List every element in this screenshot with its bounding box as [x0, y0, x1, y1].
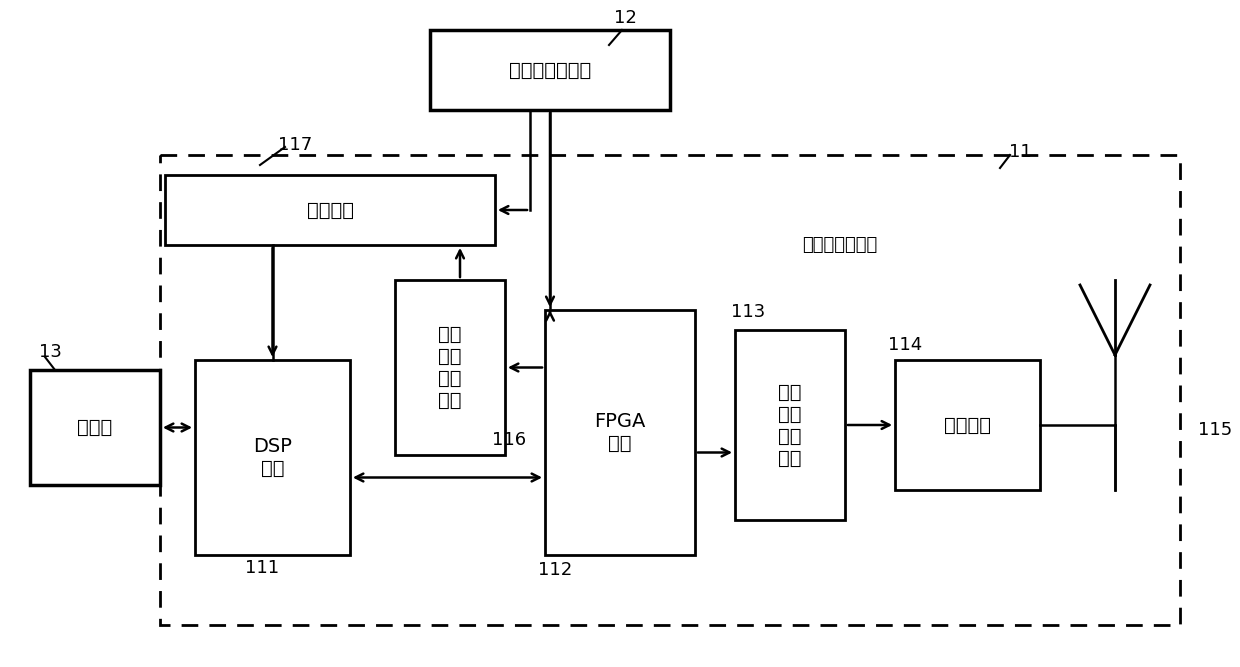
Text: 13: 13 [38, 343, 62, 361]
Text: 上位机: 上位机 [77, 418, 113, 437]
Bar [195, 360, 350, 555]
Bar [160, 155, 1180, 625]
Bar [546, 310, 694, 555]
Text: 114: 114 [888, 336, 923, 354]
Text: 11: 11 [1008, 143, 1032, 161]
Bar [165, 175, 495, 245]
Bar [30, 370, 160, 485]
Text: 卫星信号接收机: 卫星信号接收机 [508, 61, 591, 79]
Text: 111: 111 [246, 559, 279, 577]
Text: 12: 12 [614, 9, 636, 27]
Text: 射频模块: 射频模块 [944, 416, 991, 434]
Text: 112: 112 [538, 561, 572, 579]
Text: 第一
数模
转换
模块: 第一 数模 转换 模块 [779, 382, 802, 468]
Text: FPGA
模块: FPGA 模块 [594, 412, 646, 453]
Text: DSP
模块: DSP 模块 [253, 437, 291, 478]
Text: 117: 117 [278, 136, 312, 154]
Text: 113: 113 [730, 303, 765, 321]
Text: 115: 115 [1198, 421, 1233, 439]
Text: 卫星信号模拟器: 卫星信号模拟器 [802, 236, 878, 254]
Bar [735, 330, 844, 520]
Bar [895, 360, 1040, 490]
Text: 第二
数模
转换
模块: 第二 数模 转换 模块 [438, 325, 461, 410]
Text: 本地品振: 本地品振 [306, 201, 353, 219]
Bar [430, 30, 670, 110]
Bar [396, 280, 505, 455]
Text: 116: 116 [492, 431, 526, 449]
